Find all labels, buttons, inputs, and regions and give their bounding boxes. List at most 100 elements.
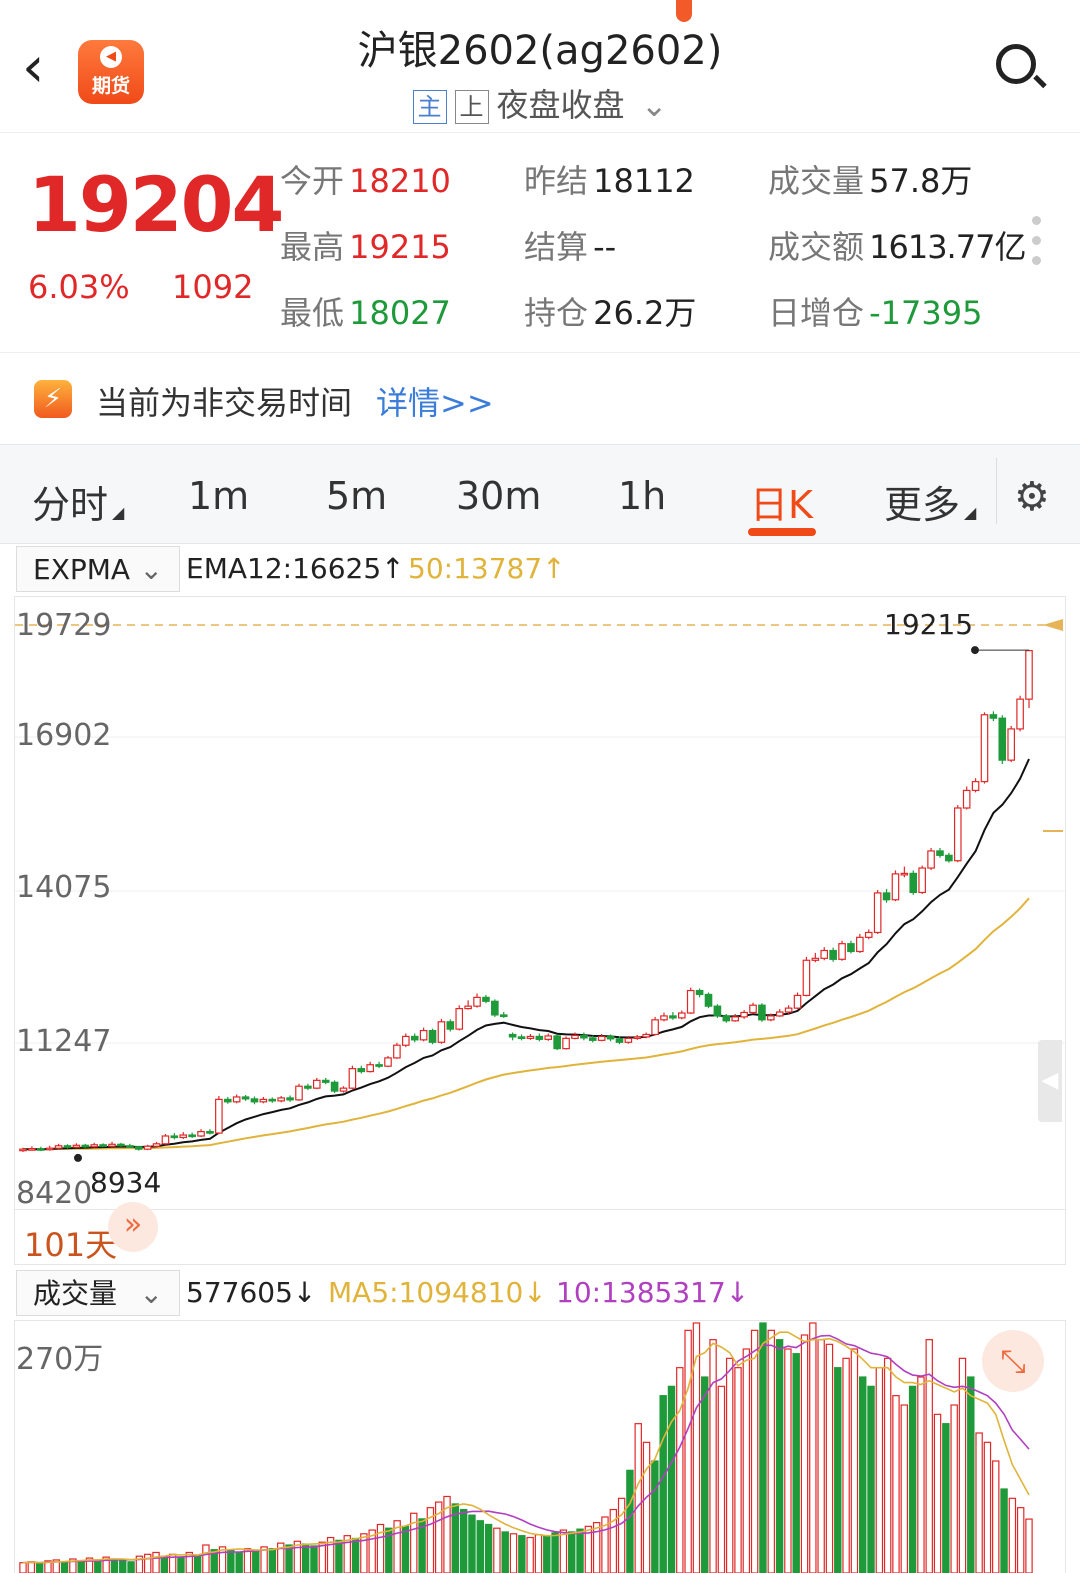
search-icon[interactable] xyxy=(996,44,1036,84)
candle-down xyxy=(588,1037,597,1041)
tab-intraday[interactable]: 分时 ◢ xyxy=(32,483,125,527)
volume-bar-up xyxy=(717,1385,726,1573)
candle-up xyxy=(1016,698,1024,730)
candle-up xyxy=(384,1057,392,1067)
candle-down xyxy=(606,1035,615,1040)
candle-down xyxy=(758,1004,766,1021)
volume-bar-up xyxy=(958,1357,967,1573)
change-amount: 1092 xyxy=(172,268,254,306)
candle-down xyxy=(134,1146,143,1150)
volume-bar-up xyxy=(933,1413,942,1573)
candle-up xyxy=(143,1145,152,1150)
candle-up xyxy=(54,1145,63,1149)
candle-up xyxy=(891,873,900,901)
ma10-line xyxy=(22,1334,1030,1564)
notice-details-link[interactable]: 详情>> xyxy=(376,384,494,422)
range-bar xyxy=(14,1208,1066,1265)
volume-bar-up xyxy=(343,1535,351,1573)
volume-bar-down xyxy=(1000,1488,1008,1573)
volume-y-tick: 270万 xyxy=(16,1342,104,1377)
volume-bar-down xyxy=(834,1367,842,1573)
volume-bar-up xyxy=(676,1367,684,1573)
candle-up xyxy=(366,1064,375,1073)
candle-down xyxy=(188,1134,196,1138)
candle-up xyxy=(393,1044,401,1059)
candle-up xyxy=(295,1085,303,1101)
candle-up xyxy=(161,1135,170,1145)
volume-chart[interactable] xyxy=(14,1320,1066,1573)
candle-up xyxy=(215,1098,223,1134)
candle-up xyxy=(259,1098,268,1103)
volume-bar-down xyxy=(252,1550,260,1573)
candle-up xyxy=(864,931,873,938)
candle-up xyxy=(232,1096,241,1103)
volume-bar-down xyxy=(60,1561,69,1573)
candle-down xyxy=(580,1034,588,1039)
volume-bar-down xyxy=(484,1523,493,1573)
volume-bar-up xyxy=(784,1348,792,1573)
candle-down xyxy=(446,1021,455,1030)
y-tick-label: 11247 xyxy=(16,1024,112,1059)
candle-up xyxy=(953,807,962,862)
kline-chart[interactable] xyxy=(14,596,1066,1210)
candle-up xyxy=(660,1015,668,1021)
candle-down xyxy=(517,1036,526,1040)
volume-indicator-selector[interactable]: 成交量 ⌄ xyxy=(16,1270,180,1316)
volume-bar-up xyxy=(368,1529,376,1573)
volume-bar-up xyxy=(69,1558,77,1573)
volume-bar-down xyxy=(177,1556,185,1573)
tab-more[interactable]: 更多 ◢ xyxy=(884,483,977,527)
open-interest-stat: 持仓 26.2万 xyxy=(524,294,697,332)
candle-down xyxy=(847,943,855,953)
volume-bar-up xyxy=(992,1460,1000,1573)
more-dots-icon[interactable] xyxy=(1032,216,1042,276)
volume-bar-down xyxy=(77,1560,85,1573)
tab-5m[interactable]: 5m xyxy=(326,474,388,518)
indicator-selector[interactable]: EXPMA ⌄ xyxy=(16,546,180,592)
candle-down xyxy=(170,1135,179,1139)
expand-icon[interactable]: ⤡ xyxy=(982,1330,1044,1392)
volume-bar-up xyxy=(892,1395,900,1573)
candle-down xyxy=(81,1144,90,1148)
candle-up xyxy=(45,1147,54,1151)
candle-up xyxy=(633,1036,642,1040)
chevron-down-icon: ⌄ xyxy=(139,1277,163,1310)
volume-bar-down xyxy=(543,1536,551,1573)
volume-bar-up xyxy=(52,1559,60,1573)
side-drawer-handle[interactable]: ◀ xyxy=(1038,1040,1062,1122)
volume-bar-down xyxy=(967,1376,975,1573)
volume-bar-up xyxy=(202,1544,210,1573)
candle-down xyxy=(223,1098,232,1103)
volume-ma10: 10:1385317↓ xyxy=(556,1276,750,1309)
candle-down xyxy=(268,1098,277,1102)
volume-bar-up xyxy=(750,1329,759,1573)
volume-bar-up xyxy=(800,1334,809,1573)
gear-icon[interactable]: ⚙ xyxy=(1014,474,1050,520)
candle-down xyxy=(615,1038,624,1043)
volume-bar-down xyxy=(859,1376,867,1573)
candle-down xyxy=(704,993,713,1007)
candle-down xyxy=(206,1131,214,1134)
tab-1m[interactable]: 1m xyxy=(188,474,250,518)
candle-down xyxy=(99,1144,107,1147)
back-icon[interactable]: ‹ xyxy=(22,35,45,100)
session-selector[interactable]: 主上夜盘收盘 ⌄ xyxy=(340,80,740,126)
volume-bar-up xyxy=(493,1527,501,1573)
tab-daily-k[interactable]: 日K xyxy=(750,483,813,527)
volume-bar-up xyxy=(218,1546,227,1573)
candle-up xyxy=(437,1021,446,1043)
lightning-icon: ⚡ xyxy=(34,380,72,418)
volume-bar-up xyxy=(609,1508,618,1573)
tab-30m[interactable]: 30m xyxy=(456,474,542,518)
double-chevron-icon[interactable]: » xyxy=(108,1202,158,1252)
volume-bar-up xyxy=(1016,1507,1025,1573)
contract-title[interactable]: 沪银2602(ag2602) xyxy=(357,28,723,74)
ema50-line xyxy=(23,897,1030,1151)
volume-value: 577605↓ xyxy=(186,1276,317,1309)
ema12-line xyxy=(22,758,1030,1151)
candle-down xyxy=(330,1081,339,1092)
tab-1h[interactable]: 1h xyxy=(618,474,667,518)
candle-up xyxy=(72,1144,81,1148)
y-tick-label: 14075 xyxy=(16,870,112,905)
candle-up xyxy=(28,1148,36,1151)
